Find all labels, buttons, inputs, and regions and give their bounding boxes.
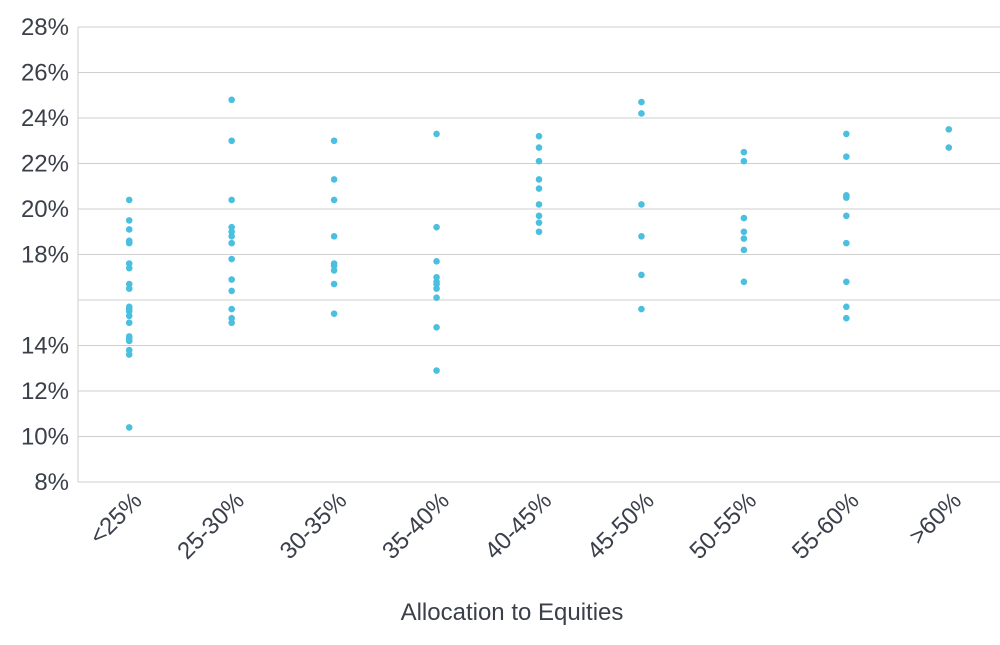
data-point: [535, 185, 543, 192]
y-tick-label: 14%: [21, 333, 69, 360]
data-point: [740, 235, 748, 242]
data-point: [330, 196, 338, 204]
data-point: [228, 96, 235, 104]
data-point: [638, 271, 645, 279]
data-point: [433, 223, 440, 231]
data-point: [228, 276, 235, 283]
data-point: [433, 367, 440, 374]
data-point: [945, 144, 953, 151]
x-tick-label: 55-60%: [787, 487, 865, 565]
data-point: [125, 260, 133, 267]
y-tick-label: 10%: [21, 424, 69, 451]
data-point: [843, 239, 850, 247]
data-point: [433, 285, 440, 292]
data-point: [535, 212, 543, 220]
y-tick-label: 8%: [34, 469, 69, 496]
data-point: [740, 214, 748, 222]
data-point: [433, 280, 440, 288]
data-point: [330, 280, 338, 288]
data-point: [228, 233, 235, 240]
data-point: [228, 287, 235, 295]
data-point: [740, 148, 748, 156]
x-tick-label: 50-55%: [685, 487, 763, 565]
data-point: [535, 157, 543, 165]
data-point: [330, 137, 338, 145]
data-point: [228, 239, 235, 247]
x-tick-label: 25-30%: [172, 487, 250, 565]
x-tick-label: >60%: [904, 487, 967, 550]
data-point: [125, 264, 133, 272]
data-point: [228, 228, 235, 236]
data-point: [125, 217, 133, 224]
data-point: [638, 201, 645, 208]
data-point: [638, 305, 645, 313]
data-point: [740, 228, 748, 236]
data-point: [330, 310, 338, 317]
data-point: [535, 144, 543, 151]
y-tick-label: 28%: [21, 14, 69, 41]
data-point: [535, 219, 543, 226]
y-tick-label: 24%: [21, 105, 69, 132]
data-point: [535, 132, 543, 140]
x-tick-label: 30-35%: [275, 487, 353, 565]
data-point: [330, 262, 338, 270]
data-point: [330, 233, 338, 240]
y-tick-label: 26%: [21, 60, 69, 87]
data-point: [433, 324, 440, 331]
data-point: [228, 314, 235, 322]
data-point: [843, 153, 850, 160]
data-point: [125, 226, 133, 233]
data-point: [125, 239, 133, 247]
data-point: [535, 201, 543, 208]
x-tick-label: 35-40%: [377, 487, 455, 565]
data-point: [740, 157, 748, 165]
data-point: [638, 233, 645, 240]
data-point: [125, 319, 133, 327]
data-point: [433, 258, 440, 265]
data-point: [125, 308, 133, 315]
data-point: [228, 223, 235, 231]
data-point: [125, 346, 133, 354]
y-tick-label: 12%: [21, 378, 69, 405]
data-point: [433, 294, 440, 302]
data-point: [843, 212, 850, 220]
data-point: [740, 246, 748, 254]
data-point: [228, 137, 235, 145]
data-point: [843, 314, 850, 322]
x-tick-label: <25%: [84, 487, 147, 550]
data-point: [125, 351, 133, 358]
data-point: [125, 285, 133, 292]
data-point: [125, 280, 133, 288]
data-point: [843, 278, 850, 286]
data-point: [638, 110, 645, 117]
y-tick-label: 18%: [21, 242, 69, 269]
x-tick-label: 40-45%: [480, 487, 558, 565]
data-point: [228, 196, 235, 204]
data-point: [228, 305, 235, 313]
data-point: [125, 196, 133, 204]
data-point: [330, 176, 338, 183]
data-point: [843, 303, 850, 311]
data-point: [843, 130, 850, 138]
data-point: [125, 424, 133, 431]
y-tick-label: 22%: [21, 151, 69, 178]
data-point: [535, 228, 543, 236]
data-point: [433, 273, 440, 281]
data-point: [740, 278, 748, 286]
data-point: [638, 98, 645, 106]
y-tick-label: 20%: [21, 196, 69, 223]
x-tick-label: 45-50%: [582, 487, 660, 565]
data-point: [228, 319, 235, 327]
data-point: [330, 267, 338, 274]
data-point: [125, 337, 133, 345]
data-point: [125, 312, 133, 320]
x-axis-label: Allocation to Equities: [401, 599, 624, 626]
data-point: [535, 176, 543, 183]
data-point: [228, 255, 235, 263]
data-point: [945, 126, 953, 133]
data-point: [843, 194, 850, 201]
data-point: [433, 130, 440, 138]
